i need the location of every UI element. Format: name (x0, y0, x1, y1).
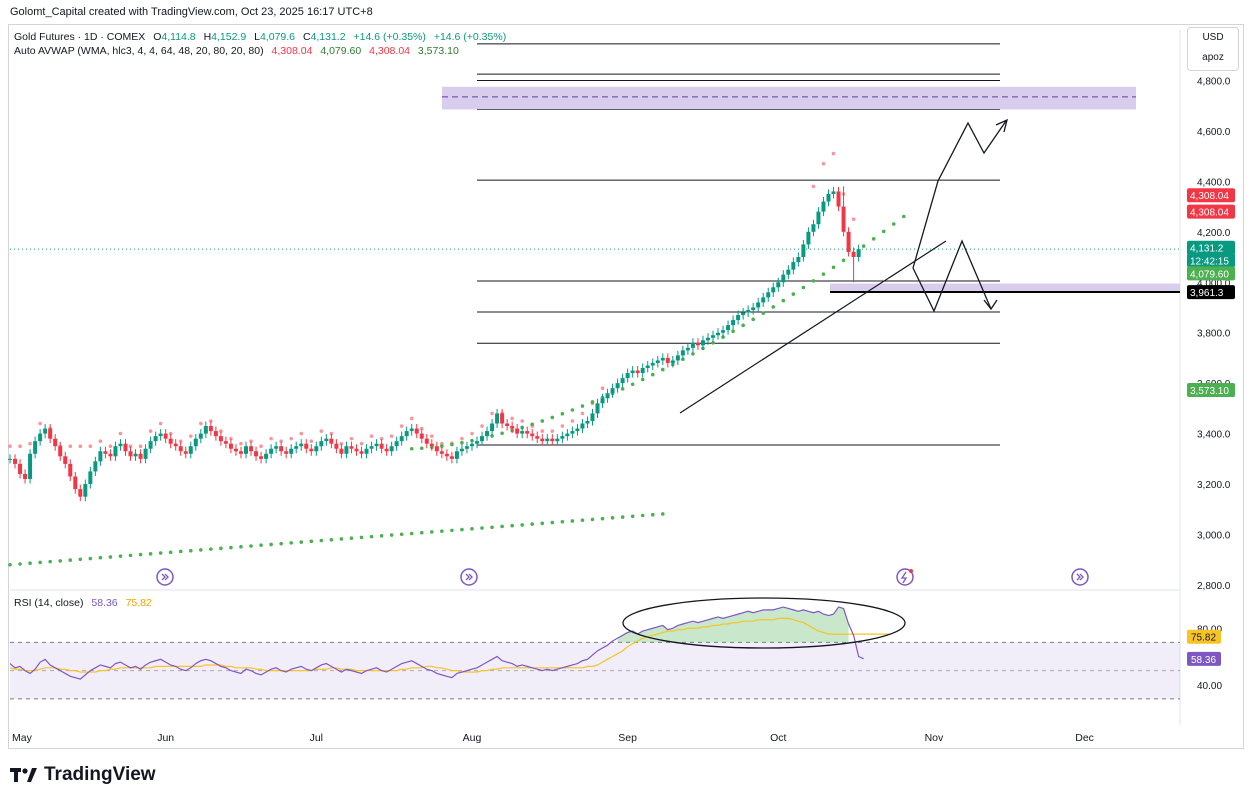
open-label: O (153, 31, 162, 43)
currency-code: USD (1202, 32, 1224, 43)
tradingview-logo[interactable]: TradingView (10, 764, 156, 786)
ohlc-close: C4,131.2 (303, 31, 346, 43)
high-label: H (203, 31, 212, 43)
avwap-value-1: 4,308.04 (271, 45, 313, 57)
credit-text: Golomt_Capital created with TradingView.… (10, 6, 373, 18)
avwap-value-3: 4,308.04 (369, 45, 410, 57)
rsi-label[interactable]: RSI (14, close) (14, 597, 84, 609)
close-label: C (302, 31, 311, 43)
high-value: 4,152.9 (211, 31, 247, 43)
rsi-legend: RSI (14, close) 58.36 75.82 (14, 597, 157, 609)
avwap-legend: Auto AVWAP (WMA, hlc3, 4, 4, 64, 48, 20,… (14, 45, 464, 57)
open-value: 4,114.8 (161, 31, 196, 43)
change-value-2: +14.6 (+0.35%) (433, 31, 507, 43)
avwap-value-4: 3,573.10 (417, 45, 459, 57)
avwap-label[interactable]: Auto AVWAP (WMA, hlc3, 4, 4, 64, 48, 20,… (14, 45, 264, 57)
close-value: 4,131.2 (310, 31, 346, 43)
symbol-name[interactable]: Gold Futures · 1D · COMEX (14, 31, 146, 43)
avwap-value-2: 4,079.60 (320, 45, 362, 57)
currency-selector[interactable]: USD apoz (1187, 27, 1239, 71)
tradingview-icon (10, 768, 37, 782)
rsi-ma-value: 75.82 (125, 597, 152, 609)
ohlc-low: L4,079.6 (254, 31, 295, 43)
rsi-value: 58.36 (91, 597, 118, 609)
chart-frame (8, 24, 1244, 749)
low-value: 4,079.6 (259, 31, 296, 43)
symbol-legend: Gold Futures · 1D · COMEX O4,114.8 H4,15… (14, 31, 511, 43)
change-value: +14.6 (+0.35%) (353, 31, 426, 43)
ohlc-open: O4,114.8 (153, 31, 195, 43)
currency-sub: apoz (1202, 52, 1224, 63)
brand-name: TradingView (44, 764, 156, 785)
low-label: L (254, 31, 260, 43)
ohlc-high: H4,152.9 (204, 31, 247, 43)
